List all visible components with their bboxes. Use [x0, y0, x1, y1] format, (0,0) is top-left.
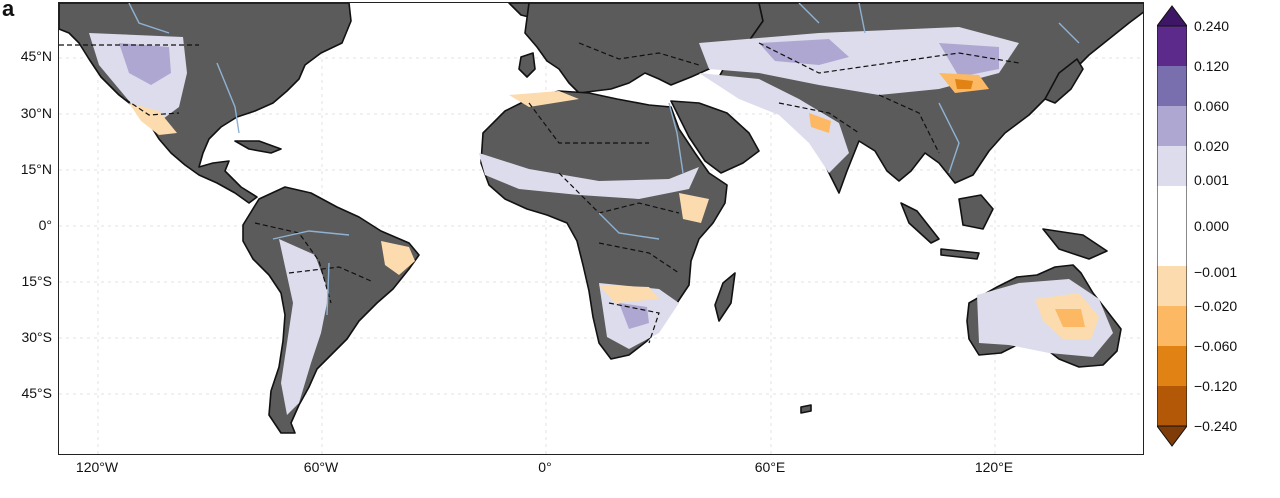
colorbar-tick-label: 0.020: [1194, 138, 1230, 154]
colorbar-bin: [1157, 26, 1187, 66]
south-america: [242, 186, 420, 434]
lat-label-15s: 15°S: [21, 273, 52, 289]
colorbar-tick-label: 0.120: [1194, 58, 1230, 74]
new-zealand: [800, 404, 812, 414]
arabian-peninsula: [670, 100, 760, 174]
north-america: [59, 3, 352, 204]
colorbar-tick-label: −0.001: [1194, 264, 1238, 280]
colorbar-bin: [1157, 226, 1187, 266]
lat-label-45n: 45°N: [20, 48, 52, 64]
country-borders: [59, 42, 1020, 344]
lat-label-0: 0°: [38, 217, 52, 233]
colorbar-bin: [1157, 306, 1187, 346]
colorbar-bin: [1157, 346, 1187, 386]
lon-label-60w: 60°W: [303, 459, 339, 475]
lon-label-120e: 120°E: [974, 459, 1014, 475]
colorbar-bin: [1157, 146, 1187, 186]
colorbar-tick-label: −0.020: [1194, 298, 1238, 314]
orange-anomaly-regions: [509, 73, 1099, 339]
lat-label-45s: 45°S: [21, 385, 52, 401]
colorbar-tick-label: −0.120: [1194, 378, 1238, 394]
madagascar: [714, 272, 736, 322]
sumatra: [900, 202, 940, 244]
lon-label-120w: 120°W: [75, 459, 119, 475]
colorbar: [1157, 5, 1187, 447]
colorbar-tick-label: 0.060: [1194, 98, 1230, 114]
rivers: [128, 3, 1080, 316]
colorbar-frame: [1157, 25, 1187, 427]
map-panel: [58, 2, 1144, 455]
colorbar-bin: [1157, 66, 1187, 106]
colorbar-bins: [1157, 26, 1187, 426]
lon-label-60e: 60°E: [754, 459, 786, 475]
colorbar-bin: [1157, 266, 1187, 306]
colorbar-bin: [1157, 106, 1187, 146]
british-isles: [518, 52, 536, 78]
colorbar-bin: [1157, 186, 1187, 226]
colorbar-under-triangle: [1157, 425, 1187, 447]
borneo: [958, 194, 994, 230]
caribbean-islands: [234, 140, 282, 154]
lon-label-0: 0°: [538, 459, 552, 475]
colorbar-over-triangle: [1157, 5, 1187, 27]
africa: [480, 90, 728, 360]
java: [940, 248, 980, 260]
world-map: [59, 3, 1143, 454]
colorbar-tick-label: 0.001: [1194, 172, 1230, 188]
new-guinea: [1042, 228, 1108, 260]
colorbar-tick-label: 0.240: [1194, 18, 1230, 34]
lat-label-30n: 30°N: [20, 105, 52, 121]
colorbar-tick-label: −0.060: [1194, 338, 1238, 354]
japan: [1044, 58, 1084, 104]
lat-label-15n: 15°N: [20, 161, 52, 177]
colorbar-bin: [1157, 386, 1187, 426]
colorbar-tick-label: 0.000: [1194, 218, 1230, 234]
panel-label: a: [2, 0, 15, 21]
colorbar-tick-label: −0.240: [1194, 418, 1238, 434]
lat-label-30s: 30°S: [21, 329, 52, 345]
